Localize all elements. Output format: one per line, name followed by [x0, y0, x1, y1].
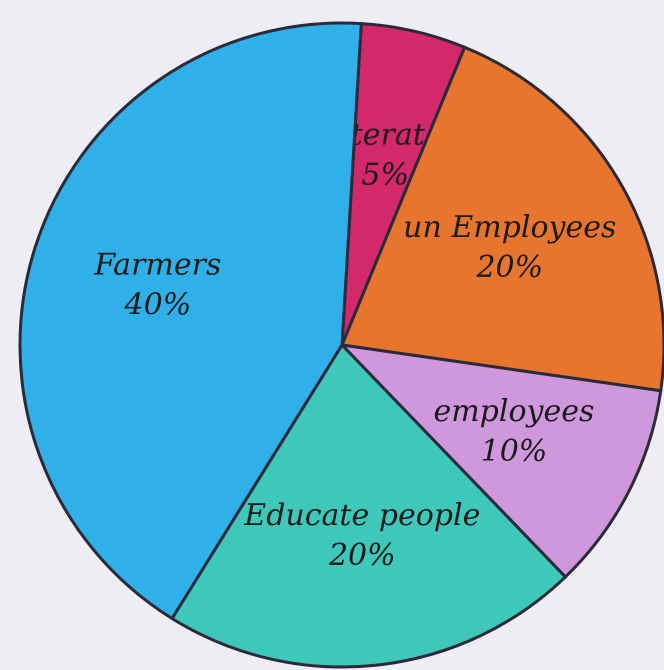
slice-value-label: 5%: [361, 158, 409, 193]
slice-label: Educate people: [243, 498, 480, 533]
slice-label: Farmers: [93, 247, 221, 282]
slice-label: employees: [433, 394, 594, 429]
pie-slice: [337, 342, 663, 580]
pie-slice: [169, 342, 568, 669]
slice-value-label: 20%: [328, 538, 396, 573]
pie-slice: [18, 21, 363, 621]
slice-value-label: 40%: [124, 287, 192, 322]
slice-value-label: 20%: [475, 250, 543, 285]
slice-label: un Employees: [403, 210, 616, 245]
slice-value-label: 10%: [481, 434, 548, 469]
